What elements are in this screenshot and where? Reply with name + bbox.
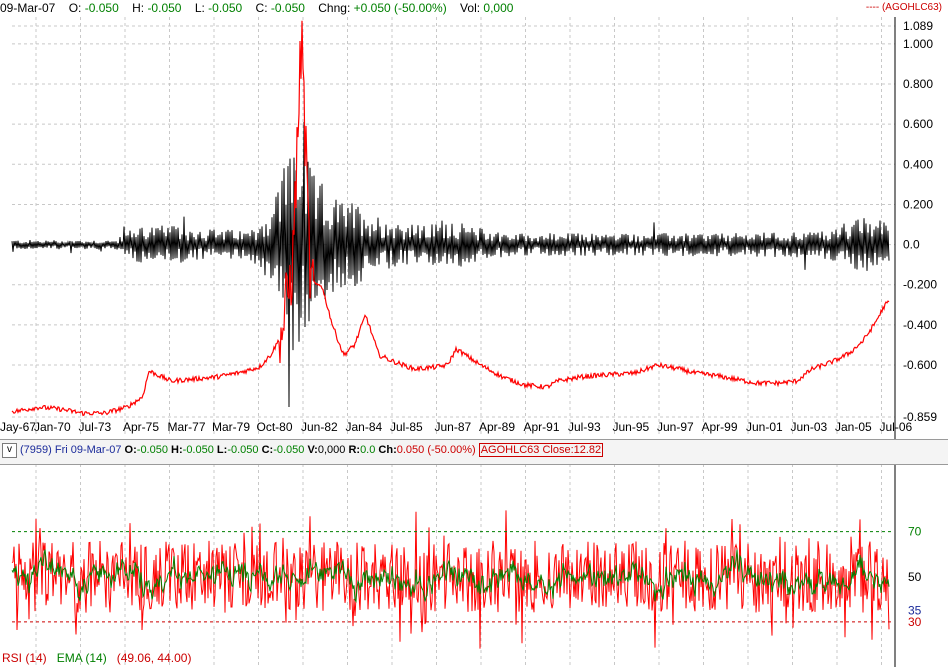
top-grid bbox=[12, 17, 895, 436]
r-value: 0.0 bbox=[360, 444, 376, 456]
rsi-reference-lines bbox=[12, 531, 893, 623]
c-label: C: bbox=[261, 444, 274, 456]
ohlc-info-bar: 09-Mar-07 O: -0.050 H: -0.050 L: -0.050 … bbox=[0, 0, 948, 17]
rsi-y-tick-label: 50 bbox=[908, 570, 922, 584]
x-tick-label: Jun-01 bbox=[746, 420, 783, 434]
symbol-code: (7959) bbox=[20, 444, 52, 456]
top-y-tick-labels: 1.089 1.000 0.800 0.600 0.400 0.200 0.0 -0.200 -… bbox=[903, 19, 937, 424]
x-tick-label: Jay-67 bbox=[0, 420, 36, 434]
y-tick-label: 0.800 bbox=[903, 77, 933, 91]
rsi-path bbox=[11, 510, 890, 649]
change-value: +0.050 (-50.00%) bbox=[353, 1, 447, 15]
high-value: -0.050 bbox=[147, 1, 182, 15]
x-tick-label: Jun-03 bbox=[791, 420, 828, 434]
x-tick-label: Jan-70 bbox=[34, 420, 71, 434]
x-tick-label: Jun-82 bbox=[301, 420, 338, 434]
h-value: -0.050 bbox=[182, 444, 214, 456]
close-series-path bbox=[11, 20, 890, 417]
x-tick-label: Apr-99 bbox=[702, 420, 738, 434]
rsi-legend-label: RSI (14) bbox=[2, 651, 47, 665]
ema-legend-label: EMA (14) bbox=[56, 651, 107, 665]
x-tick-label: Jul-85 bbox=[390, 420, 423, 434]
rsi-y-tick-label: 70 bbox=[908, 525, 922, 539]
y-tick-label: -0.600 bbox=[903, 358, 937, 372]
y-tick-label: -0.859 bbox=[903, 410, 937, 424]
collapse-pane-button[interactable]: v bbox=[2, 443, 17, 458]
x-tick-label: Jan-84 bbox=[346, 420, 383, 434]
y-tick-label: -0.400 bbox=[903, 318, 937, 332]
o-value: -0.050 bbox=[136, 444, 168, 456]
x-tick-label: Jul-73 bbox=[79, 420, 112, 434]
ch-label: Ch: bbox=[378, 444, 397, 456]
y-tick-label: 0.200 bbox=[903, 197, 933, 211]
x-tick-label: Apr-91 bbox=[524, 420, 560, 434]
close-label: C: bbox=[255, 1, 268, 15]
o-label: O: bbox=[124, 444, 137, 456]
vol-label: Vol: bbox=[460, 1, 481, 15]
ch-percent: (-50.00%) bbox=[427, 444, 476, 456]
rsi-series-line bbox=[11, 510, 890, 649]
x-tick-label: Jun-97 bbox=[657, 420, 694, 434]
x-tick-label: Apr-75 bbox=[123, 420, 159, 434]
x-tick-label: Mar-79 bbox=[212, 420, 250, 434]
low-value: -0.050 bbox=[208, 1, 243, 15]
r-label: R: bbox=[348, 444, 361, 456]
rsi-y-tick-label: 35 bbox=[908, 604, 922, 618]
x-tick-label: Jul-93 bbox=[568, 420, 601, 434]
pane-divider[interactable] bbox=[0, 439, 948, 465]
x-tick-label: Jul-06 bbox=[880, 420, 913, 434]
x-tick-label: Jan-05 bbox=[835, 420, 872, 434]
change-series-line bbox=[11, 121, 890, 408]
y-tick-label: 1.089 bbox=[903, 19, 933, 33]
y-tick-label: 0.600 bbox=[903, 117, 933, 131]
l-label: L: bbox=[216, 444, 228, 456]
x-tick-label: Oct-80 bbox=[257, 420, 293, 434]
rsi-legend-values: (49.06, 44.00) bbox=[116, 651, 192, 665]
ch-value: 0.050 bbox=[396, 444, 425, 456]
low-label: L: bbox=[194, 1, 205, 15]
x-tick-label: Jun-95 bbox=[613, 420, 650, 434]
change-series-path bbox=[11, 121, 890, 408]
rsi-y-tick-label: 30 bbox=[908, 615, 922, 629]
open-label: O: bbox=[68, 1, 82, 15]
y-tick-label: 0.0 bbox=[903, 238, 920, 252]
x-tick-label: Mar-77 bbox=[168, 420, 206, 434]
info-date: 09-Mar-07 bbox=[0, 1, 56, 15]
high-label: H: bbox=[132, 1, 145, 15]
v-value: 0,000 bbox=[317, 444, 346, 456]
series-close-readout: AGOHLC63 Close:12.82 bbox=[478, 443, 604, 457]
y-tick-label: 1.000 bbox=[903, 37, 933, 51]
y-tick-label: -0.200 bbox=[903, 278, 937, 292]
pane-info-bar: (7959) Fri 09-Mar-07 O:-0.050 H:-0.050 L… bbox=[20, 443, 604, 457]
close-series-line bbox=[11, 20, 890, 417]
open-value: -0.050 bbox=[84, 1, 119, 15]
l-value: -0.050 bbox=[227, 444, 259, 456]
v-label: V: bbox=[307, 444, 318, 456]
bottom-grid bbox=[35, 464, 882, 667]
subbar-date: Fri 09-Mar-07 bbox=[54, 444, 122, 456]
close-value: -0.050 bbox=[270, 1, 305, 15]
rsi-legend: RSI (14) EMA (14) (49.06, 44.00) bbox=[2, 651, 191, 665]
vol-value: 0,000 bbox=[483, 1, 514, 15]
y-tick-label: 0.400 bbox=[903, 157, 933, 171]
c-value: -0.050 bbox=[273, 444, 305, 456]
x-tick-label: Jun-87 bbox=[435, 420, 472, 434]
h-label: H: bbox=[171, 444, 183, 456]
x-tick-label: Apr-89 bbox=[479, 420, 515, 434]
ema-path bbox=[11, 549, 890, 603]
series-legend: ---- (AGOHLC63) bbox=[865, 2, 942, 13]
change-label: Chng: bbox=[318, 1, 351, 15]
